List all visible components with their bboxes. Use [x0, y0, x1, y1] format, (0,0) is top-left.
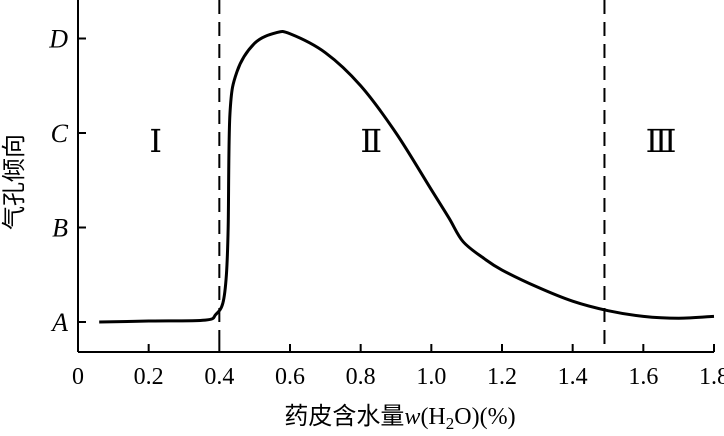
region-label-3: Ⅲ — [646, 123, 677, 159]
x-tick-label: 0.8 — [346, 364, 376, 390]
x-tick-label: 0.6 — [275, 364, 305, 390]
x-tick-label: 1.8 — [699, 364, 724, 390]
x-tick-label: 0.4 — [204, 364, 234, 390]
x-tick-label: 0 — [72, 364, 84, 390]
x-axis-label-paren: (H — [420, 404, 445, 430]
series-line-1 — [99, 29, 715, 324]
x-tick-label: 1.2 — [487, 364, 517, 390]
y-axis-ticks: A B C D — [48, 25, 86, 337]
series-group — [99, 29, 715, 324]
y-tick-label: D — [48, 25, 68, 54]
y-axis-label: 气孔倾向 — [1, 134, 28, 230]
x-tick-label: 0.2 — [134, 364, 164, 390]
x-axis-label-subscript: 2 — [446, 414, 455, 433]
region-dividers — [218, 0, 606, 352]
y-tick-label: B — [52, 214, 68, 243]
region-label-2: Ⅱ — [360, 123, 382, 159]
x-tick-label: 1.6 — [628, 364, 658, 390]
x-tick-label: 1.4 — [558, 364, 588, 390]
x-axis-label-variable: w — [404, 404, 420, 430]
plot-area — [77, 0, 714, 353]
x-tick-label: 1.0 — [416, 364, 446, 390]
x-axis-label-text: 药皮含水量 — [284, 403, 404, 430]
x-axis-label: 药皮含水量w(H2O)(%) — [284, 403, 515, 433]
y-tick-label: A — [50, 308, 68, 337]
x-axis-label-tail: O)(%) — [454, 404, 515, 430]
x-axis-ticks: 0 0.2 0.4 0.6 0.8 1.0 1.2 1.4 1.6 1.8 — [72, 344, 724, 390]
region-labels: Ⅰ Ⅱ Ⅲ — [149, 123, 676, 159]
region-label-1: Ⅰ — [149, 123, 162, 159]
y-tick-label: C — [51, 119, 69, 148]
